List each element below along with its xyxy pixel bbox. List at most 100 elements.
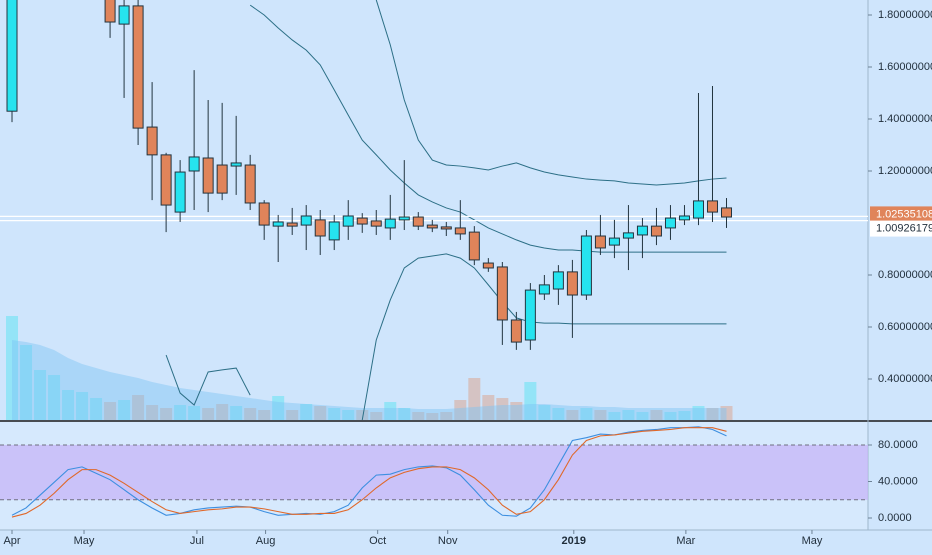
candle-body xyxy=(132,5,144,129)
volume-bar xyxy=(524,382,537,420)
volume-bar xyxy=(244,408,257,420)
candle-body xyxy=(468,231,480,261)
volume-bar xyxy=(328,408,341,420)
candle-body xyxy=(678,215,690,221)
candle-body xyxy=(692,200,704,219)
candle-body xyxy=(650,225,662,237)
volume-bar xyxy=(426,413,439,420)
x-tick-label: May xyxy=(802,535,823,547)
candle-body xyxy=(370,220,382,227)
volume-bar xyxy=(650,410,663,420)
y-tick-label: 1.40000000 xyxy=(878,113,932,125)
volume-bar xyxy=(342,410,355,420)
volume-bar xyxy=(118,400,131,420)
volume-bar xyxy=(272,396,285,420)
y-tick-label: 1.80000000 xyxy=(878,9,932,21)
candle-body xyxy=(510,319,522,343)
volume-bar xyxy=(286,410,299,420)
candle-body xyxy=(538,284,550,295)
candle-body xyxy=(412,216,424,227)
candle-body xyxy=(622,232,634,239)
candle-body xyxy=(580,235,592,296)
price-label-box xyxy=(870,220,932,237)
volume-bar xyxy=(132,395,145,420)
volume-bar xyxy=(104,402,117,420)
candle-body xyxy=(482,262,494,269)
candle-body xyxy=(721,207,733,218)
candle-body xyxy=(188,156,200,172)
volume-bar xyxy=(384,402,397,420)
volume-bar xyxy=(496,398,509,420)
stoch-band xyxy=(0,444,868,500)
candle-body xyxy=(244,164,256,204)
volume-bar xyxy=(594,410,607,420)
candle-body xyxy=(328,221,340,241)
volume-bar xyxy=(356,410,369,420)
volume-bar xyxy=(692,406,705,420)
y-tick-label: 0.40000000 xyxy=(878,373,932,385)
volume-bar xyxy=(314,406,327,420)
volume-bar xyxy=(566,410,579,420)
bollinger-lower xyxy=(165,253,727,420)
volume-bar xyxy=(174,405,187,420)
volume-bar xyxy=(636,412,649,420)
candle-body xyxy=(454,227,466,235)
candle-body xyxy=(426,224,438,229)
volume-bar xyxy=(202,408,215,420)
volume-bar xyxy=(552,408,565,420)
candle-body xyxy=(706,200,718,213)
candle-body xyxy=(594,235,606,249)
volume-bar xyxy=(258,410,271,420)
volume-bar xyxy=(440,412,453,420)
candle-body xyxy=(6,0,18,112)
volume-bar xyxy=(398,408,411,420)
volume-bar xyxy=(6,316,19,420)
y-tick-label: 0.80000000 xyxy=(878,269,932,281)
candle-body xyxy=(258,202,270,226)
volume-bar xyxy=(664,412,677,420)
volume-ma-area xyxy=(12,340,727,420)
volume-bar xyxy=(468,378,481,420)
volume-bar xyxy=(720,406,733,420)
volume-bar xyxy=(160,408,173,420)
candle-body xyxy=(300,215,312,226)
stoch-tick-label: 0.0000 xyxy=(878,512,912,524)
volume-bar xyxy=(90,398,103,420)
stoch-tick-label: 40.0000 xyxy=(878,475,918,487)
x-tick-label: May xyxy=(74,535,95,547)
volume-bar xyxy=(370,412,383,420)
volume-bar xyxy=(622,410,635,420)
candle-body xyxy=(524,289,536,341)
candle-body xyxy=(118,5,130,25)
volume-bar xyxy=(216,404,229,420)
candle-body xyxy=(496,266,508,321)
price-pane xyxy=(0,0,868,420)
volume-bar xyxy=(580,408,593,420)
bollinger-middle xyxy=(249,4,727,253)
volume-bar xyxy=(76,392,89,420)
y-tick-label: 0.60000000 xyxy=(878,321,932,333)
stoch-k xyxy=(11,426,727,517)
x-tick-label: Mar xyxy=(676,535,695,547)
candle-body xyxy=(356,217,368,225)
candle-body xyxy=(104,0,116,23)
x-tick-label: Apr xyxy=(3,535,20,547)
candle-body xyxy=(146,126,158,156)
volume-bar xyxy=(454,400,467,420)
candle-body xyxy=(174,171,186,213)
candle-body xyxy=(202,157,214,194)
x-tick-label: 2019 xyxy=(562,535,586,547)
volume-bar xyxy=(146,405,159,420)
candle-body xyxy=(636,225,648,236)
volume-bar xyxy=(62,390,75,420)
stoch-d xyxy=(11,427,727,518)
stoch-tick-label: 80.0000 xyxy=(878,439,918,451)
candle-body xyxy=(384,218,396,229)
y-tick-label: 1.20000000 xyxy=(878,165,932,177)
volume-bar xyxy=(678,411,691,420)
volume-bar xyxy=(34,370,47,420)
candle-body xyxy=(440,226,452,230)
volume-bar xyxy=(188,406,201,420)
